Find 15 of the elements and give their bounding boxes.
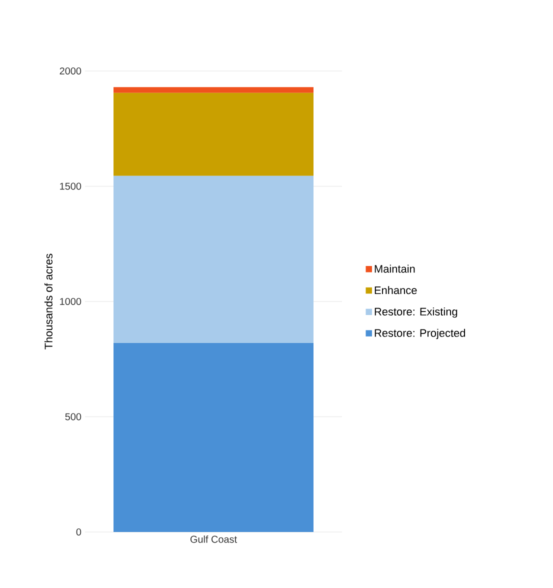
bar <box>114 87 314 93</box>
legend-label: Restore: Projected <box>374 328 466 340</box>
legend-label: Maintain <box>374 264 415 273</box>
bar <box>114 176 314 343</box>
bar <box>114 92 314 176</box>
bar <box>114 342 314 532</box>
y-tick-label: 1000 <box>60 298 82 306</box>
y-tick-label: 500 <box>65 413 82 420</box>
y-tick-label: 0 <box>76 528 82 536</box>
y-tick-label: 2000 <box>60 67 82 75</box>
x-tick-label: Gulf Coast <box>190 536 237 543</box>
y-axis-title: Thousands of acres <box>44 254 52 350</box>
y-tick-label: 1500 <box>60 182 82 190</box>
legend-label: Enhance <box>374 286 417 294</box>
legend-label: Restore: Existing <box>374 307 458 318</box>
